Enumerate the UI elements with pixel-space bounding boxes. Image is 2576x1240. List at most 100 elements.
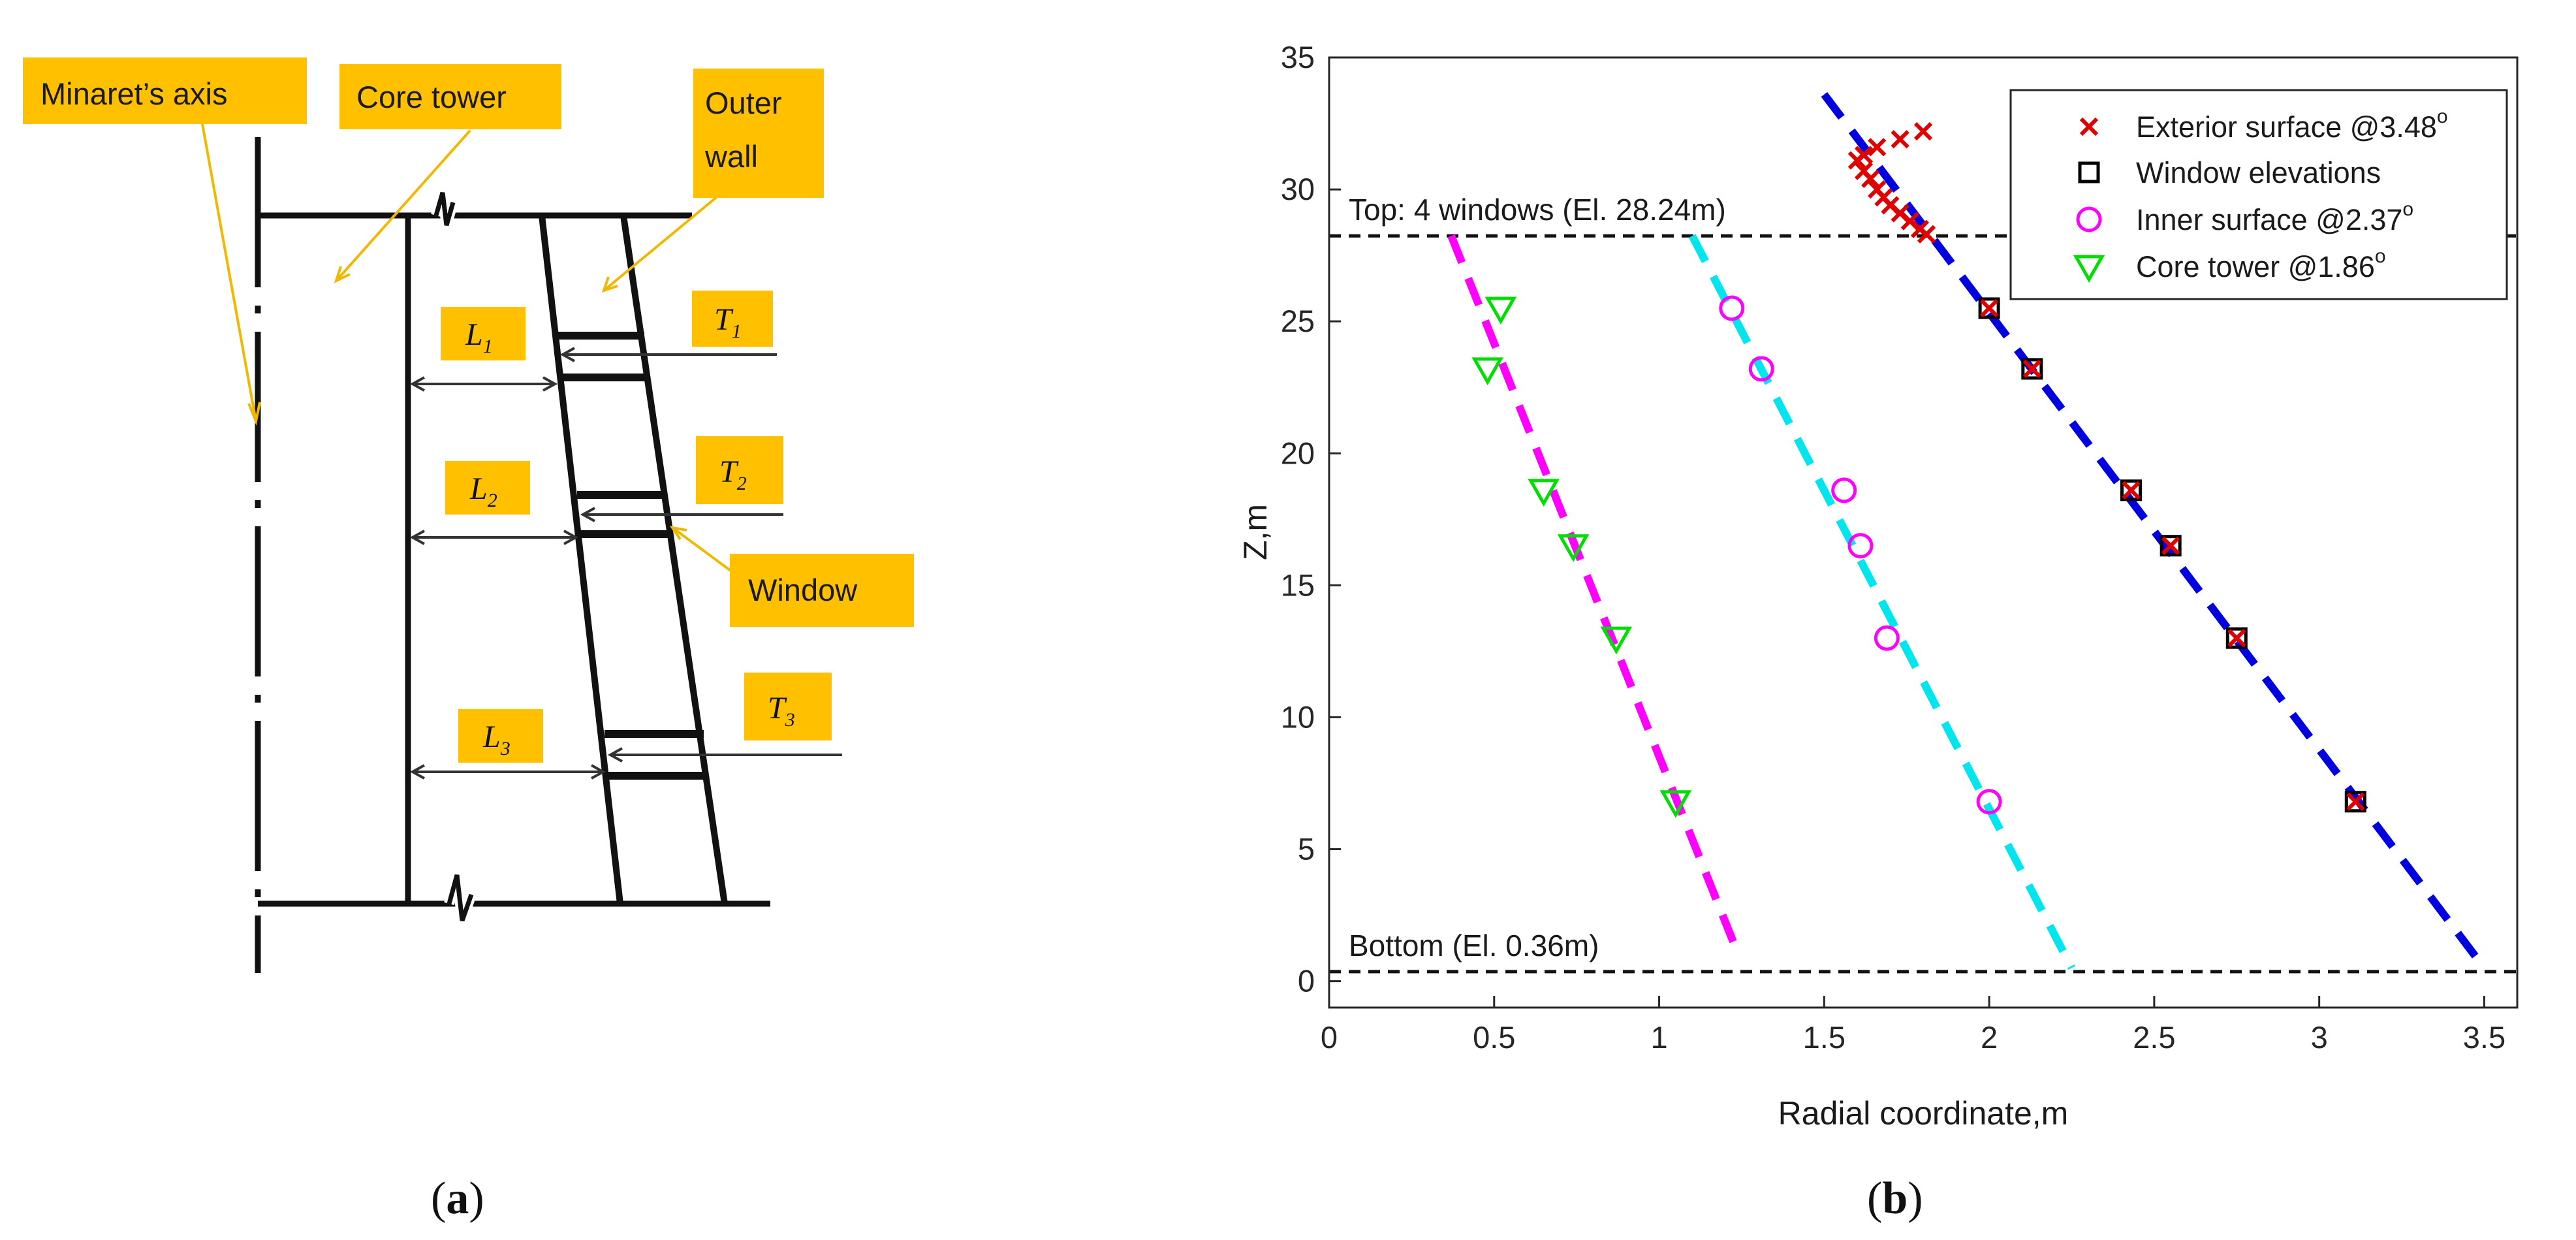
data-point-x	[2022, 359, 2041, 379]
l1-arrowheads	[409, 376, 558, 392]
data-point-triangle	[1528, 479, 1560, 507]
fit-line	[1447, 234, 1742, 957]
window-leader-arrow	[669, 526, 687, 541]
x-tick-label: 3.5	[2463, 1020, 2505, 1055]
y-tick-label: 35	[1281, 40, 1315, 74]
data-point-x	[2227, 629, 2246, 648]
data-point-x	[1854, 146, 1874, 165]
data-point-x	[2122, 481, 2141, 500]
legend-swatch-circle	[2076, 206, 2102, 232]
panel-b-caption: (b)	[1867, 1173, 1923, 1224]
core-leader-arrow	[334, 266, 351, 283]
data-point-x	[1868, 138, 1887, 157]
y-tick-label: 10	[1281, 699, 1315, 734]
t1-arrowhead	[559, 347, 575, 362]
data-point-square	[2160, 535, 2182, 557]
legend-label-inner: Inner surface @2.37o	[2136, 199, 2413, 236]
x-tick-label: 1.5	[1803, 1020, 1846, 1055]
y-axis-title: Z,m	[1237, 504, 1274, 560]
t1-label: T1	[714, 302, 742, 342]
legend: Exterior surface @3.48o Window elevation…	[2009, 89, 2508, 300]
x-axis-title: Radial coordinate,m	[1778, 1095, 2069, 1132]
data-point-x	[1979, 298, 1999, 318]
window-label-box	[730, 554, 914, 627]
legend-label-exterior: Exterior surface @3.48o	[2136, 106, 2448, 144]
data-point-circle	[1748, 356, 1774, 382]
data-point-circle	[1719, 295, 1745, 321]
x-tick-label: 0	[1321, 1020, 1338, 1055]
l2-arrowheads	[409, 530, 579, 545]
axis-leader-line	[201, 123, 257, 422]
l1-label: L1	[465, 317, 493, 357]
t2-label: T2	[719, 454, 747, 494]
l2-label-box	[445, 461, 530, 515]
data-point-triangle	[1484, 296, 1517, 325]
outer-wall-inner-face	[539, 215, 623, 904]
outer-wall-leader-line	[603, 195, 719, 292]
data-point-x	[1861, 169, 1880, 189]
data-point-square	[2021, 358, 2043, 380]
data-point-circle	[1847, 533, 1874, 559]
legend-label-windows: Window elevations	[2136, 156, 2381, 189]
panel-a-diagram: Minaret’s axis Core tower Outer wall Win…	[23, 57, 914, 1224]
l3-label: L3	[482, 720, 510, 759]
x-tick-label: 3	[2311, 1020, 2328, 1055]
data-point-x	[1891, 130, 1909, 149]
data-point-square	[2225, 627, 2248, 649]
outer-wall-label-line2: wall	[704, 139, 758, 174]
legend-swatch-x	[2079, 117, 2099, 136]
core-label: Core tower	[356, 80, 507, 114]
axis-label: Minaret’s axis	[40, 76, 227, 111]
data-point-square	[2120, 479, 2142, 501]
l1-label-box	[441, 307, 526, 360]
legend-swatch-square	[2078, 161, 2100, 183]
data-point-triangle	[1659, 790, 1692, 818]
bottom-break-symbol	[447, 874, 474, 922]
outer-wall-outer-face	[620, 215, 728, 904]
bottom-reference-label: Bottom (El. 0.36m)	[1349, 929, 1599, 962]
panel-b-chart: 0 0.5 1 1.5 2 2.5 3 3.5 0 5 10 15 20 25 30 35 Top: 4 wi…	[1237, 40, 2519, 1224]
top-break-symbol	[433, 192, 456, 226]
t3-arrowhead	[607, 747, 623, 763]
window-leader-line	[671, 526, 739, 577]
panel-a-caption: (a)	[431, 1173, 484, 1224]
data-point-circle	[1831, 477, 1857, 503]
data-point-x	[1913, 122, 1933, 141]
data-point-x	[2346, 792, 2365, 811]
outer-wall-label-line1: Outer	[705, 86, 782, 120]
t1-label-box	[692, 291, 773, 347]
y-tick-label: 15	[1281, 567, 1315, 602]
y-tick-label: 5	[1298, 832, 1315, 866]
legend-label-core: Core tower @1.86o	[2136, 246, 2386, 283]
data-point-triangle	[1557, 534, 1590, 562]
y-tick-label: 30	[1281, 172, 1315, 206]
data-point-circle	[1976, 789, 2002, 815]
top-reference-label: Top: 4 windows (El. 28.24m)	[1349, 193, 1726, 227]
x-tick-label: 2.5	[2133, 1020, 2175, 1055]
x-tick-label: 1	[1650, 1020, 1667, 1055]
l2-label: L2	[469, 471, 497, 511]
t2-arrowhead	[580, 507, 595, 522]
legend-swatch-triangle	[2073, 255, 2105, 283]
x-tick-label: 0.5	[1473, 1020, 1515, 1055]
y-tick-label: 0	[1298, 964, 1315, 998]
t2-label-box	[696, 436, 783, 504]
window-label: Window	[748, 573, 858, 607]
data-point-triangle	[1471, 357, 1503, 385]
data-point-circle	[1874, 625, 1900, 651]
data-point-square	[2344, 791, 2366, 813]
data-point-triangle	[1600, 626, 1633, 655]
l3-arrowheads	[409, 764, 606, 780]
plot-frame	[1328, 56, 2519, 1009]
axis-leader-arrow	[247, 402, 261, 426]
core-label-box	[339, 64, 561, 129]
l3-label-box	[458, 709, 543, 763]
data-point-square	[1978, 297, 2000, 319]
data-point-x	[1917, 225, 1936, 244]
t3-label: T3	[768, 691, 795, 731]
y-tick-label: 20	[1281, 436, 1315, 470]
data-point-x	[2161, 536, 2180, 555]
y-tick-label: 25	[1281, 304, 1315, 338]
outer-wall-label-box	[693, 69, 824, 198]
